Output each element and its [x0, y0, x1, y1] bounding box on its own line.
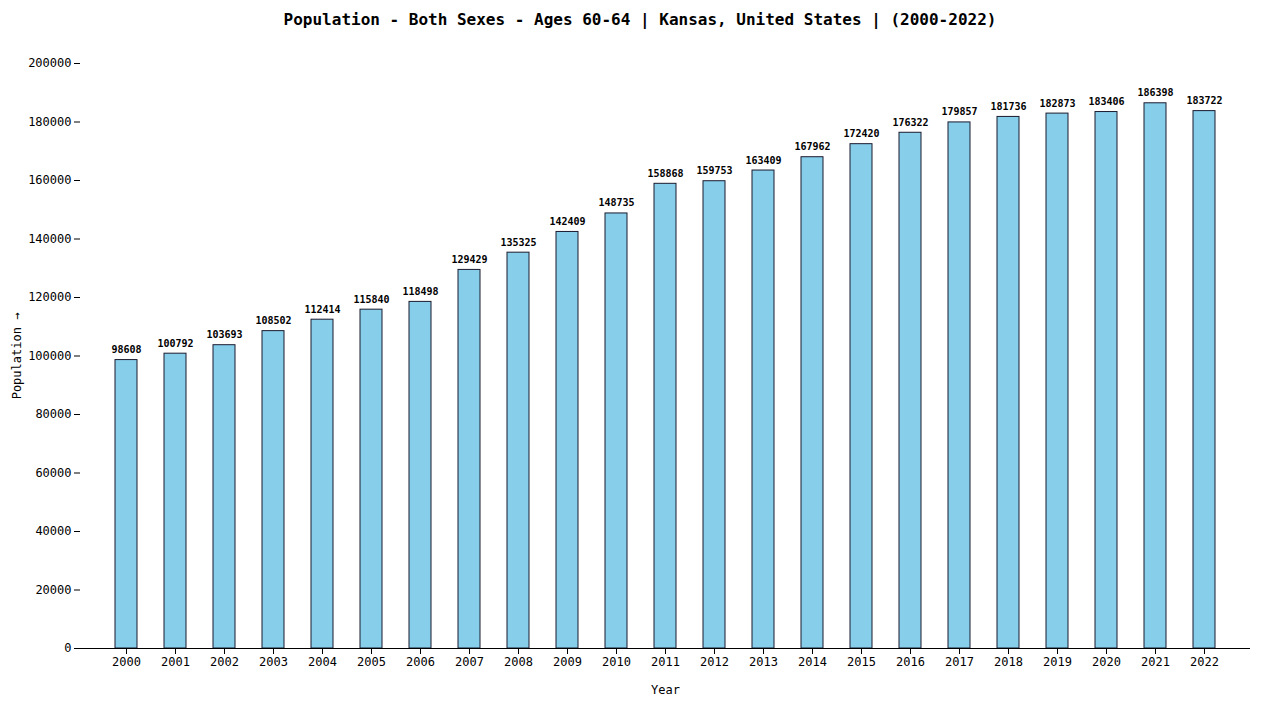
svg-text:183722: 183722	[1186, 95, 1222, 106]
svg-text:148735: 148735	[598, 197, 634, 208]
svg-text:172420: 172420	[843, 128, 879, 139]
svg-text:2015: 2015	[847, 655, 876, 669]
svg-text:2010: 2010	[602, 655, 631, 669]
svg-text:179857: 179857	[941, 106, 977, 117]
svg-text:2019: 2019	[1043, 655, 1072, 669]
svg-text:129429: 129429	[451, 254, 487, 265]
svg-text:2002: 2002	[210, 655, 239, 669]
svg-text:186398: 186398	[1137, 87, 1173, 98]
svg-text:60000: 60000	[35, 466, 71, 480]
svg-text:200000: 200000	[28, 56, 71, 70]
svg-text:40000: 40000	[35, 524, 71, 538]
svg-text:2021: 2021	[1141, 655, 1170, 669]
svg-text:98608: 98608	[111, 344, 141, 355]
svg-text:108502: 108502	[255, 315, 291, 326]
svg-text:2004: 2004	[308, 655, 337, 669]
svg-text:181736: 181736	[990, 101, 1026, 112]
svg-text:135325: 135325	[500, 237, 536, 248]
svg-text:180000: 180000	[28, 115, 71, 129]
svg-text:2005: 2005	[357, 655, 386, 669]
svg-text:120000: 120000	[28, 290, 71, 304]
svg-text:2020: 2020	[1092, 655, 1121, 669]
svg-text:2016: 2016	[896, 655, 925, 669]
svg-text:Population →: Population →	[10, 313, 24, 400]
svg-text:176322: 176322	[892, 117, 928, 128]
svg-text:2001: 2001	[161, 655, 190, 669]
svg-text:140000: 140000	[28, 232, 71, 246]
svg-text:2014: 2014	[798, 655, 827, 669]
svg-text:158868: 158868	[647, 168, 683, 179]
svg-text:2017: 2017	[945, 655, 974, 669]
svg-text:142409: 142409	[549, 216, 585, 227]
svg-text:167962: 167962	[794, 141, 830, 152]
svg-text:20000: 20000	[35, 583, 71, 597]
svg-text:80000: 80000	[35, 407, 71, 421]
svg-text:160000: 160000	[28, 173, 71, 187]
svg-text:2022: 2022	[1190, 655, 1219, 669]
svg-text:2009: 2009	[553, 655, 582, 669]
svg-text:112414: 112414	[304, 304, 340, 315]
svg-text:2018: 2018	[994, 655, 1023, 669]
svg-text:2012: 2012	[700, 655, 729, 669]
svg-text:2008: 2008	[504, 655, 533, 669]
svg-text:163409: 163409	[745, 155, 781, 166]
svg-text:183406: 183406	[1088, 96, 1124, 107]
svg-text:Year: Year	[651, 683, 680, 697]
svg-text:2013: 2013	[749, 655, 778, 669]
svg-text:159753: 159753	[696, 165, 732, 176]
svg-text:115840: 115840	[353, 294, 389, 305]
svg-text:2006: 2006	[406, 655, 435, 669]
svg-text:0: 0	[64, 641, 71, 655]
svg-text:2007: 2007	[455, 655, 484, 669]
svg-text:103693: 103693	[206, 329, 242, 340]
svg-text:2011: 2011	[651, 655, 680, 669]
svg-text:2000: 2000	[112, 655, 141, 669]
svg-text:100000: 100000	[28, 349, 71, 363]
svg-text:100792: 100792	[157, 338, 193, 349]
svg-text:2003: 2003	[259, 655, 288, 669]
svg-text:118498: 118498	[402, 286, 438, 297]
html-text:Population - Both Sexes - Ages: Population - Both Sexes - Ages 60-64 | K…	[283, 10, 997, 29]
svg-text:182873: 182873	[1039, 98, 1075, 109]
